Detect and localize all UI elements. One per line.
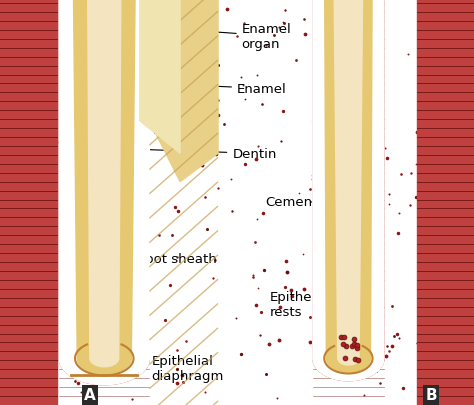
Polygon shape [334, 0, 363, 365]
Polygon shape [149, 0, 218, 182]
Text: Epithelial
diaphragm: Epithelial diaphragm [107, 355, 224, 382]
Polygon shape [73, 0, 135, 374]
Text: Epithelial
rests: Epithelial rests [270, 290, 341, 318]
Polygon shape [313, 0, 384, 381]
Polygon shape [0, 0, 57, 405]
Text: Cementoblast: Cementoblast [265, 196, 358, 209]
Polygon shape [325, 0, 372, 372]
Text: Enamel
organ: Enamel organ [211, 23, 292, 50]
Text: A: A [84, 388, 96, 402]
Polygon shape [417, 0, 474, 405]
Text: Root sheath: Root sheath [124, 247, 217, 266]
Polygon shape [140, 0, 180, 154]
Polygon shape [88, 0, 121, 367]
Polygon shape [59, 0, 149, 385]
Polygon shape [59, 0, 149, 385]
Polygon shape [313, 0, 384, 381]
Text: Dentin: Dentin [138, 147, 277, 160]
Text: Enamel: Enamel [173, 83, 287, 96]
Text: B: B [426, 388, 437, 402]
